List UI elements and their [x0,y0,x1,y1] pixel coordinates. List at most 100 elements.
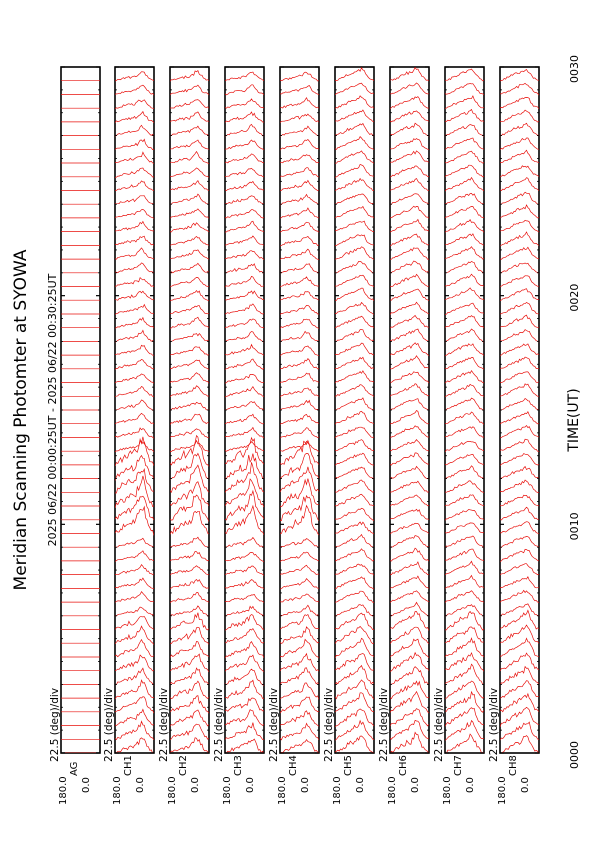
panel-traces [115,71,154,753]
trace-line [225,343,264,356]
trace-line [280,710,319,727]
trace-line [170,579,209,589]
trace-line [170,346,209,356]
trace-line [170,277,209,288]
trace-line [390,626,429,644]
trace-line [445,610,484,631]
trace-line [225,628,264,644]
trace-line [335,410,374,425]
trace-line [115,290,154,301]
trace-line [280,652,319,672]
trace-line [500,343,539,356]
trace-line [170,125,209,137]
trace-line [390,535,429,548]
trace-line [500,536,539,549]
trace-line [335,177,374,191]
trace-line [390,233,429,246]
trace-line [500,494,539,507]
trace-line [280,440,319,452]
trace-line [115,412,154,425]
channel-label: CH4 [288,755,299,776]
trace-line [390,67,429,82]
trace-line [280,626,319,644]
trace-line [225,331,264,343]
trace-line [170,262,209,274]
trace-line [225,220,264,233]
trace-line [445,193,484,205]
trace-line [445,548,484,562]
trace-line [280,696,319,714]
panel-frame [279,66,320,754]
trace-line [280,154,319,164]
ymax-label: 180.0 [497,776,508,805]
trace-line [390,561,429,576]
trace-line [335,109,374,123]
trace-line [500,576,539,589]
trace-line [225,709,264,726]
trace-line [500,301,539,315]
trace-line [445,108,484,122]
trace-line [115,386,154,397]
trace-line [390,508,429,520]
trace-line [500,122,539,136]
trace-line [335,234,374,246]
trace-line [500,398,539,411]
trace-line [500,506,539,521]
trace-line [170,111,209,123]
trace-line [115,606,154,617]
trace-line [115,220,154,232]
scale-label: 22.5 (deg)/div [378,688,390,762]
trace-line [390,273,429,287]
trace-line [115,708,154,726]
trace-line [390,342,429,357]
ymax-label: 180.0 [332,776,343,805]
trace-line [280,604,319,617]
trace-line [225,453,264,480]
trace-line [445,453,484,466]
trace-line [500,231,539,246]
trace-line [170,723,209,741]
trace-line [115,616,154,630]
trace-line [115,696,154,714]
trace-line [225,71,264,82]
trace-line [115,427,154,439]
trace-line [280,551,319,562]
channel-label: CH3 [233,755,244,776]
trace-line [390,288,429,301]
trace-line [115,638,154,658]
panel-traces [280,71,319,753]
trace-line [225,441,264,452]
trace-line [170,401,209,411]
trace-line [390,150,429,163]
trace-line [225,209,264,219]
trace-line [280,305,319,315]
channel-label: CH8 [508,755,519,776]
x-tick-label: 0020 [568,284,581,312]
trace-line [445,233,484,246]
trace-line [115,84,154,96]
trace-line [445,637,484,658]
trace-line [500,262,539,274]
trace-line [170,510,209,535]
trace-line [115,99,154,110]
trace-line [280,722,319,741]
trace-line [115,590,154,603]
trace-line [225,593,264,603]
scale-label: 22.5 (deg)/div [213,688,225,762]
trace-line [335,287,374,301]
trace-line [335,479,374,493]
trace-line [500,288,539,301]
trace-line [225,98,264,109]
trace-line [170,208,209,219]
trace-line [225,668,264,686]
trace-line [225,358,264,370]
trace-line [335,150,374,164]
trace-line [225,436,264,465]
chart-subtitle: 2025 06/22 00:00:25UT - 2025 06/22 00:30… [46,273,59,546]
scale-label: 22.5 (deg)/div [433,688,445,762]
scale-label: 22.5 (deg)/div [268,688,280,762]
trace-line [115,563,154,576]
trace-line [335,521,374,535]
